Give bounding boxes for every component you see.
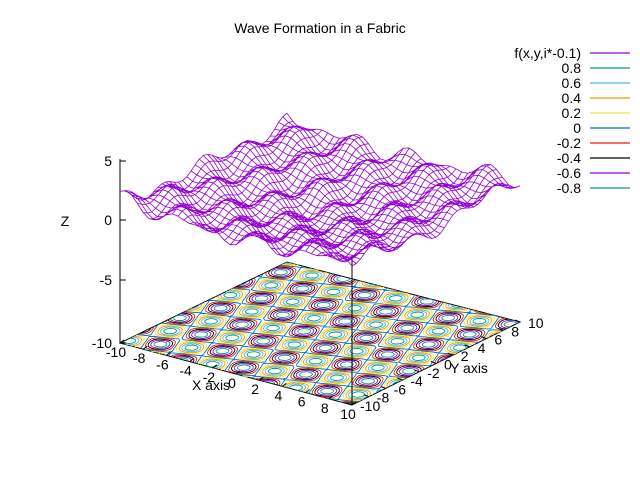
legend-label: 0.6: [562, 75, 582, 91]
x-tick-label: -4: [179, 363, 192, 379]
axis-labels: X axis Y axis Z: [61, 213, 488, 393]
x-tick-label: 4: [275, 387, 283, 403]
legend-label: 0.8: [562, 60, 582, 76]
y-tick-label: 8: [511, 323, 519, 339]
contour-level-6: [141, 266, 510, 404]
chart-title: Wave Formation in a Fabric: [234, 20, 405, 36]
y-tick: [514, 319, 521, 323]
x-tick: [328, 395, 334, 400]
contour-level-4: [137, 264, 503, 403]
x-tick: [235, 370, 241, 375]
contour-level-3: [134, 263, 501, 402]
contour-level-8: [153, 269, 518, 395]
y-tick: [447, 352, 453, 356]
x-axis-label: X axis: [192, 377, 230, 393]
y-tick: [397, 377, 403, 381]
legend-label: -0.2: [557, 135, 581, 151]
legend-label: 0: [573, 120, 581, 136]
legend-label: -0.8: [557, 180, 581, 196]
y-tick-label: -2: [427, 365, 440, 381]
x-tick-label: 10: [340, 406, 356, 422]
surface-mesh-lines: [119, 112, 521, 267]
axes: 50-5-10-10 -8 -6 -4 -2 0 2 4 6 8 10 -10-8-6-4-20246…: [92, 153, 544, 422]
legend-label: 0.4: [562, 90, 582, 106]
legend-label: f(x,y,i*-0.1): [514, 45, 581, 61]
x-tick-label: -2: [203, 369, 216, 385]
y-tick-label: 10: [528, 315, 544, 331]
legend-label: 0.2: [562, 105, 582, 121]
contour-level-5: [139, 265, 506, 404]
x-tick: [351, 401, 357, 406]
x-tick: [282, 382, 287, 387]
x-tick-label: -8: [133, 350, 146, 366]
y-tick: [430, 361, 437, 364]
y-tick: [414, 369, 420, 373]
x-tick: [166, 351, 171, 356]
x-tick-label: 0: [228, 375, 236, 391]
z-tick-label: 0: [104, 212, 112, 228]
x-tick-label: 2: [251, 381, 259, 397]
x-tick: [212, 364, 218, 369]
legend-label: -0.6: [557, 165, 581, 181]
y-tick: [363, 394, 369, 398]
y-tick-label: -4: [410, 373, 423, 389]
x-tick-label: 6: [298, 394, 306, 410]
z-tick-label: -10: [92, 335, 112, 351]
y-tick-label: 4: [478, 340, 486, 356]
y-tick-label: -8: [377, 390, 390, 406]
y-axis-label: Y axis: [450, 360, 488, 376]
z-axis-label: Z: [61, 213, 70, 229]
x-tick-label: -6: [156, 356, 169, 372]
y-tick-label: 0: [444, 357, 452, 373]
y-tick-label: -6: [394, 381, 407, 397]
legend: f(x,y,i*-0.1)0.80.60.40.20-0.2-0.4-0.6-0…: [514, 45, 630, 196]
y-tick: [380, 385, 386, 389]
y-tick: [498, 327, 504, 331]
surface-mesh: [119, 112, 521, 267]
y-tick: [481, 336, 487, 340]
y-tick-label: -10: [360, 398, 380, 414]
contour-lines: [120, 262, 520, 405]
y-tick: [464, 344, 470, 348]
contour-level-7: [145, 267, 520, 405]
x-tick-label: -10: [106, 344, 126, 360]
legend-label: -0.4: [557, 150, 581, 166]
z-tick-label: 5: [104, 153, 112, 169]
x-tick: [258, 376, 264, 381]
x-tick: [142, 345, 148, 350]
x-tick: [189, 358, 194, 363]
x-tick-label: 8: [321, 400, 329, 416]
y-tick-label: 2: [461, 348, 469, 364]
y-tick-label: 6: [494, 332, 502, 348]
x-tick: [119, 339, 125, 344]
y-tick: [346, 402, 353, 406]
contour-level-2: [130, 263, 499, 401]
z-tick-label: -5: [100, 272, 113, 288]
x-tick: [305, 389, 310, 394]
